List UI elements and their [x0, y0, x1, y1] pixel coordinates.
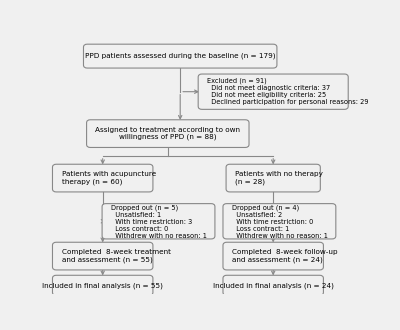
Text: Completed  8-week follow-up
and assessment (n = 24): Completed 8-week follow-up and assessmen…	[232, 249, 338, 263]
Text: Assigned to treatment according to own
willingness of PPD (n = 88): Assigned to treatment according to own w…	[95, 127, 240, 140]
FancyBboxPatch shape	[223, 204, 336, 239]
FancyBboxPatch shape	[223, 242, 324, 270]
FancyBboxPatch shape	[102, 204, 215, 239]
Text: Included in final analysis (n = 55): Included in final analysis (n = 55)	[42, 282, 163, 288]
FancyBboxPatch shape	[52, 242, 153, 270]
Text: Patients with no therapy
(n = 28): Patients with no therapy (n = 28)	[235, 171, 323, 185]
Text: Completed  8-week treatment
and assessment (n = 55): Completed 8-week treatment and assessmen…	[62, 249, 171, 263]
Text: Included in final analysis (n = 24): Included in final analysis (n = 24)	[213, 282, 334, 288]
Text: Excluded (n = 91)
  Did not meet diagnostic criteria: 37
  Did not meet eligibil: Excluded (n = 91) Did not meet diagnosti…	[208, 78, 369, 106]
FancyBboxPatch shape	[226, 164, 320, 192]
FancyBboxPatch shape	[86, 120, 249, 148]
Text: PPD patients assessed during the baseline (n = 179): PPD patients assessed during the baselin…	[85, 53, 276, 59]
FancyBboxPatch shape	[52, 164, 153, 192]
FancyBboxPatch shape	[84, 44, 277, 68]
Text: Dropped out (n = 4)
  Unsatisfied: 2
  With time restriction: 0
  Loss contract:: Dropped out (n = 4) Unsatisfied: 2 With …	[232, 204, 328, 239]
Text: Patients with acupuncture
therapy (n = 60): Patients with acupuncture therapy (n = 6…	[62, 171, 156, 185]
FancyBboxPatch shape	[198, 74, 348, 109]
Text: Dropped out (n = 5)
  Unsatisfied: 1
  With time restriction: 3
  Loss contract:: Dropped out (n = 5) Unsatisfied: 1 With …	[111, 204, 207, 239]
FancyBboxPatch shape	[52, 275, 153, 295]
FancyBboxPatch shape	[223, 275, 324, 295]
